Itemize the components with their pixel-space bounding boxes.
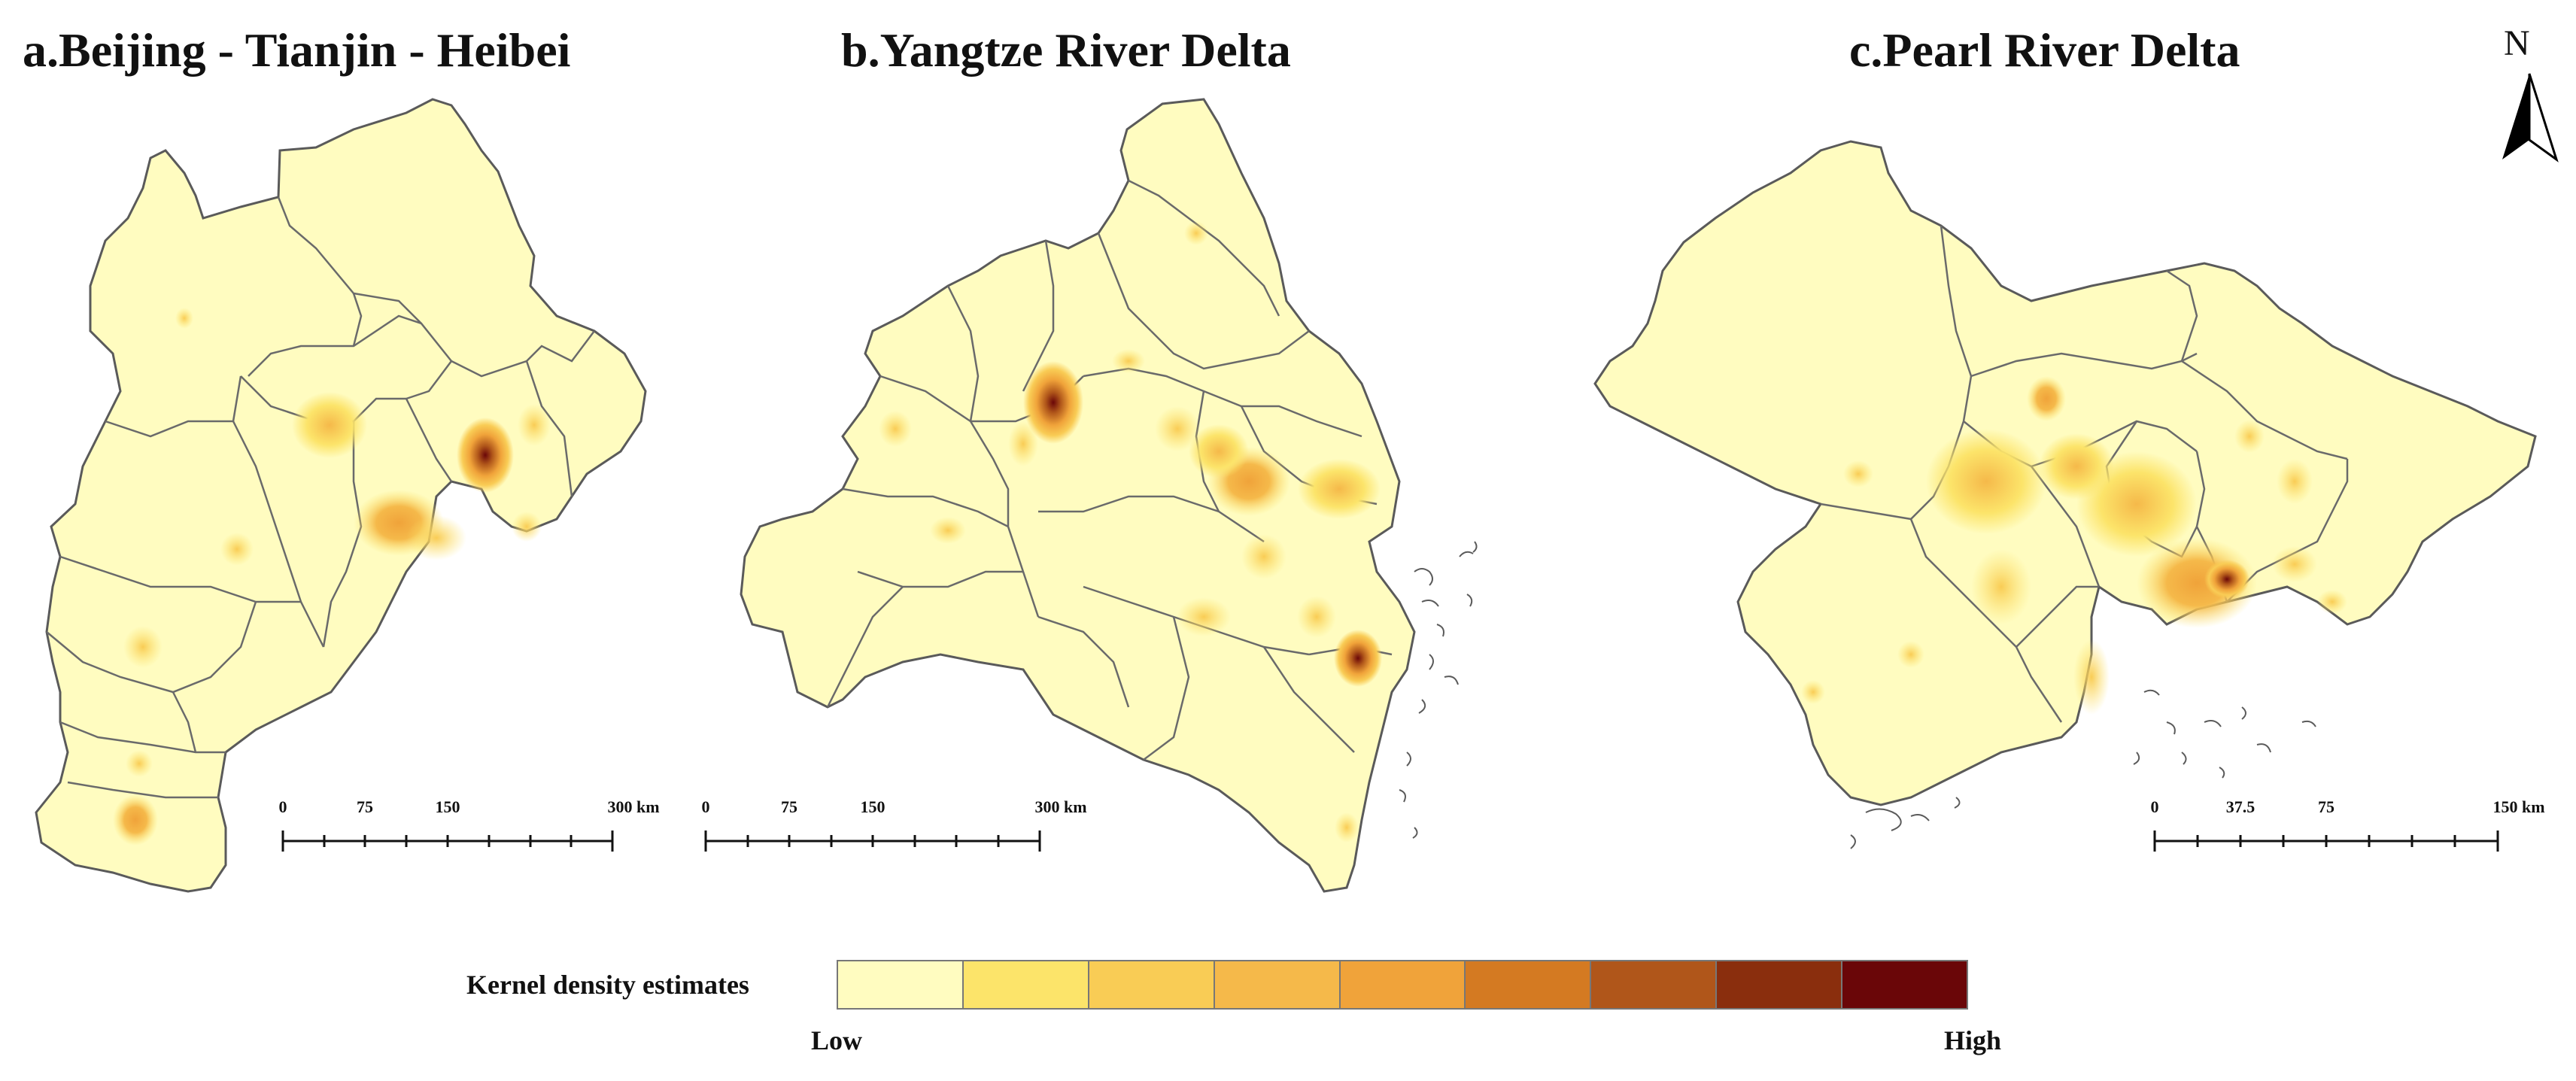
density-hotspot — [1843, 460, 1873, 487]
scale-label-yangtze-3: 300 km — [1034, 797, 1087, 816]
legend-swatch-5 — [1340, 961, 1466, 1008]
scale-label-pearl-1: 37.5 — [2225, 797, 2256, 816]
region-boundaries-yangtze — [826, 179, 1393, 761]
density-hotspot — [1112, 349, 1145, 373]
density-hotspot — [123, 626, 163, 668]
scale-label-beijing-2: 150 — [435, 797, 460, 816]
legend-swatch-3 — [1089, 961, 1215, 1008]
legend-title: Kernel density estimates — [466, 970, 749, 1000]
density-hotspot — [2234, 420, 2265, 453]
density-hotspot — [2277, 459, 2313, 504]
density-hotspot — [1189, 424, 1249, 478]
density-hotspot — [126, 750, 153, 777]
scale-label-yangtze-1: 75 — [781, 797, 797, 816]
legend-high-label: High — [1944, 1025, 2002, 1055]
scale-label-pearl-2: 75 — [2318, 797, 2334, 816]
density-hotspot — [1008, 421, 1038, 466]
density-hotspot — [220, 533, 254, 566]
density-hotspot — [1334, 630, 1382, 687]
density-hotspot — [1926, 429, 2046, 534]
density-hotspot — [292, 392, 367, 458]
map-beijing-tianjin-hebei[interactable] — [35, 98, 647, 893]
density-hotspot — [1801, 680, 1825, 704]
coastline-islands-pearl — [1850, 689, 2316, 849]
panel-title-pearl: c.Pearl River Delta — [1849, 23, 2240, 77]
scale-label-beijing-1: 75 — [357, 797, 373, 816]
legend-swatch-6 — [1466, 961, 1592, 1008]
panel-title-beijing: a.Beijing - Tianjin - Heibei — [23, 23, 571, 77]
density-hotspot — [1971, 549, 2031, 624]
legend-swatch-4 — [1214, 961, 1341, 1008]
scale-label-beijing-0: 0 — [278, 797, 287, 816]
density-hotspot — [879, 411, 912, 447]
legend-swatch-9 — [1842, 961, 1967, 1008]
north-label: N — [2504, 23, 2530, 63]
density-hotspot — [2073, 639, 2110, 715]
scale-label-beijing-3: 300 km — [607, 797, 660, 816]
legend-swatch-2 — [963, 961, 1089, 1008]
map-yangtze-river-delta[interactable] — [740, 98, 1478, 893]
panel-title-yangtze: b.Yangtze River Delta — [841, 23, 1291, 77]
region-outline-beijing — [35, 98, 647, 893]
density-hotspot — [406, 515, 466, 560]
density-hotspot — [2317, 590, 2347, 614]
density-hotspot — [457, 418, 514, 493]
legend-swatch-8 — [1717, 961, 1843, 1008]
legend-swatch-7 — [1591, 961, 1718, 1008]
scale-bar-yangtze — [704, 830, 1041, 852]
density-hotspot — [1241, 534, 1286, 579]
coastline-islands-yangtze — [1399, 541, 1478, 839]
density-hotspot — [2027, 376, 2066, 421]
density-hotspot — [512, 512, 542, 542]
density-hotspot — [1297, 596, 1336, 638]
density-hotspot — [113, 794, 158, 846]
legend-color-ramp — [837, 960, 1968, 1010]
scale-label-yangtze-2: 150 — [860, 797, 886, 816]
legend-swatch-1 — [838, 961, 964, 1008]
density-hotspot — [1298, 459, 1381, 519]
density-hotspot — [1023, 361, 1083, 444]
density-hotspot — [2039, 433, 2114, 500]
scale-bar-pearl — [2153, 830, 2499, 852]
density-hotspot — [175, 308, 193, 329]
density-hotspot — [930, 517, 966, 544]
scale-label-pearl-3: 150 km — [2492, 797, 2545, 816]
map-pearl-river-delta[interactable] — [1593, 140, 2537, 849]
north-arrow-icon — [2502, 73, 2559, 162]
density-hotspot — [1897, 641, 1924, 668]
density-hotspot — [1184, 221, 1208, 245]
legend-low-label: Low — [811, 1025, 863, 1055]
density-hotspot — [1155, 406, 1200, 451]
scale-label-pearl-0: 0 — [2150, 797, 2159, 816]
density-hotspot — [1335, 812, 1359, 843]
density-hotspot — [518, 404, 551, 446]
scale-bar-beijing — [281, 830, 614, 852]
region-boundaries-beijing — [46, 196, 595, 799]
density-hotspot — [2272, 546, 2317, 582]
density-hotspot — [1177, 597, 1231, 636]
scale-label-yangtze-0: 0 — [701, 797, 710, 816]
region-outline-yangtze — [740, 98, 1416, 893]
density-hotspot — [2204, 560, 2249, 599]
